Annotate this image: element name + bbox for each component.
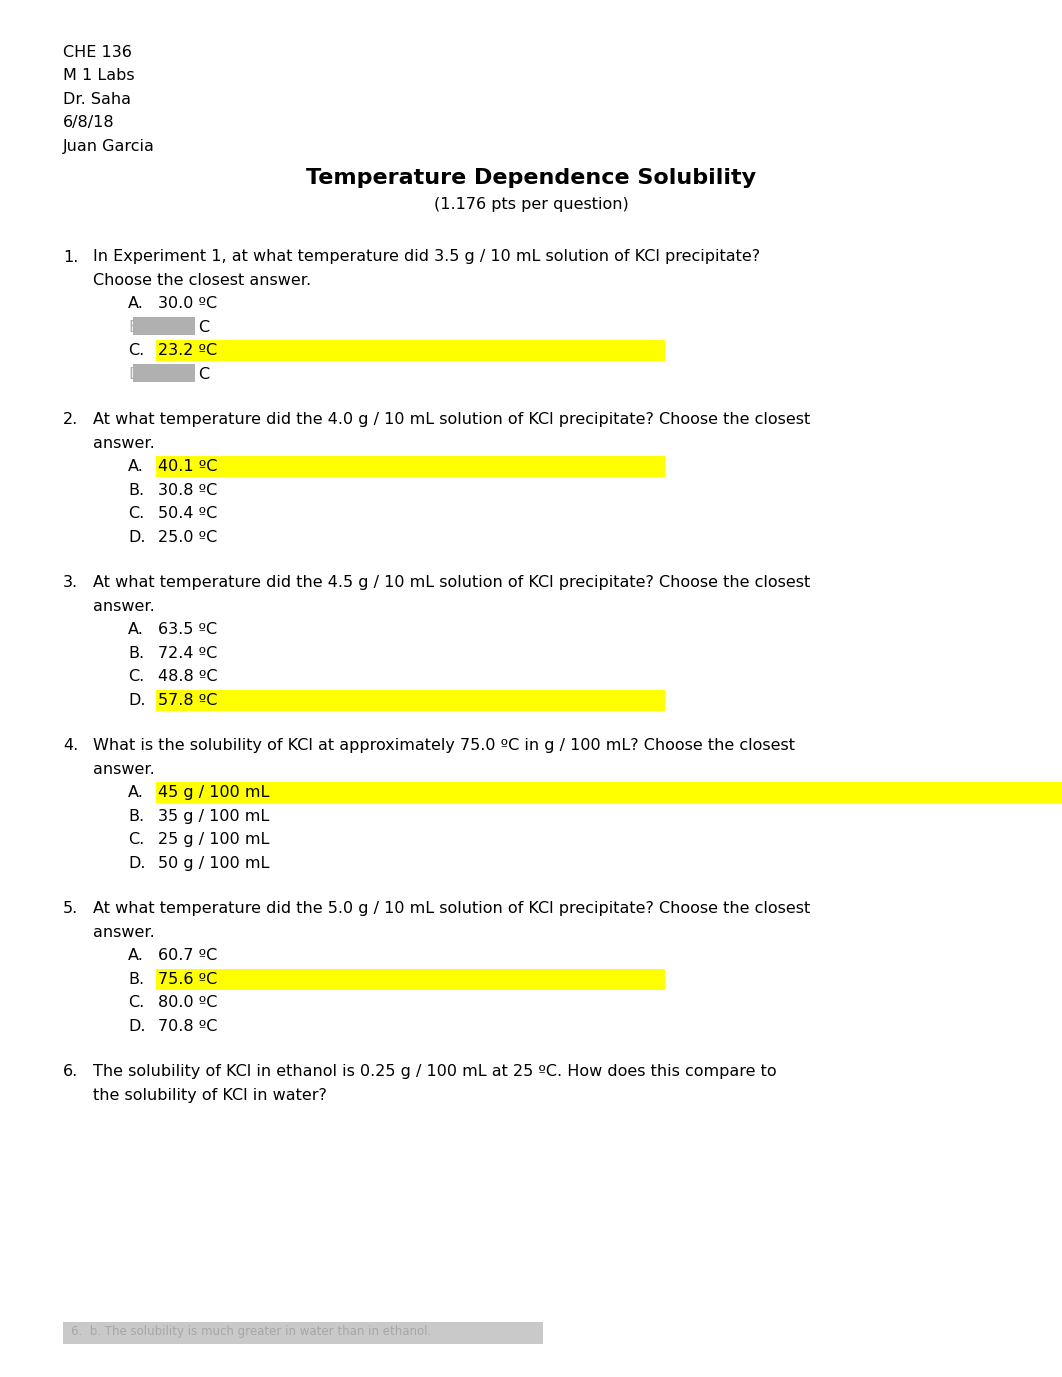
Text: 57.8 ºC: 57.8 ºC — [158, 693, 218, 708]
Text: answer.: answer. — [93, 925, 155, 940]
Text: answer.: answer. — [93, 599, 155, 614]
Text: B.: B. — [129, 972, 144, 987]
Text: 6.  b. The solubility is much greater in water than in ethanol.: 6. b. The solubility is much greater in … — [71, 1326, 431, 1338]
Text: C.: C. — [129, 343, 144, 358]
Text: A.: A. — [129, 785, 143, 800]
Text: 40.1 ºC: 40.1 ºC — [158, 460, 218, 475]
Text: A.: A. — [129, 460, 143, 475]
Text: A.: A. — [129, 949, 143, 964]
Bar — [133, 317, 195, 336]
Text: D.: D. — [129, 530, 145, 545]
Text: 1.: 1. — [63, 249, 79, 264]
Text: C.: C. — [129, 507, 144, 522]
Text: 45 g / 100 mL: 45 g / 100 mL — [158, 785, 270, 800]
Text: 75.6 ºC: 75.6 ºC — [158, 972, 218, 987]
Text: Choose the closest answer.: Choose the closest answer. — [93, 273, 311, 288]
Text: B.: B. — [129, 483, 144, 498]
Text: C.: C. — [129, 833, 144, 847]
Text: 60.7 ºC: 60.7 ºC — [158, 949, 218, 964]
Text: 30.0 ºC: 30.0 ºC — [158, 296, 217, 311]
Text: M 1 Labs: M 1 Labs — [63, 69, 135, 84]
Text: 50.4 ºC: 50.4 ºC — [158, 507, 218, 522]
Text: 48.8 ºC: 48.8 ºC — [158, 669, 218, 684]
Bar — [156, 457, 665, 478]
Text: Dr. Saha: Dr. Saha — [63, 92, 131, 107]
Text: In Experiment 1, at what temperature did 3.5 g / 10 mL solution of KCl precipita: In Experiment 1, at what temperature did… — [93, 249, 760, 264]
Text: C: C — [198, 319, 209, 335]
Text: 50 g / 100 mL: 50 g / 100 mL — [158, 856, 270, 872]
Bar — [156, 690, 665, 711]
Text: C.: C. — [129, 669, 144, 684]
Text: D.: D. — [129, 856, 145, 872]
Text: the solubility of KCl in water?: the solubility of KCl in water? — [93, 1088, 327, 1103]
Text: D.: D. — [129, 693, 145, 708]
Text: D.: D. — [129, 368, 145, 381]
Text: B.: B. — [129, 646, 144, 661]
Text: 25.0 ºC: 25.0 ºC — [158, 530, 218, 545]
Text: answer.: answer. — [93, 437, 155, 452]
Text: 30.8 ºC: 30.8 ºC — [158, 483, 218, 498]
Text: B.: B. — [129, 319, 144, 335]
Bar — [156, 782, 1062, 803]
Text: 2.: 2. — [63, 413, 79, 427]
Text: The solubility of KCl in ethanol is 0.25 g / 100 mL at 25 ºC. How does this comp: The solubility of KCl in ethanol is 0.25… — [93, 1064, 776, 1080]
Text: answer.: answer. — [93, 761, 155, 777]
Text: CHE 136: CHE 136 — [63, 45, 132, 61]
Text: A.: A. — [129, 296, 143, 311]
Text: C: C — [198, 368, 209, 381]
Text: What is the solubility of KCl at approximately 75.0 ºC in g / 100 mL? Choose the: What is the solubility of KCl at approxi… — [93, 738, 795, 753]
Text: 63.5 ºC: 63.5 ºC — [158, 622, 217, 638]
Text: (1.176 pts per question): (1.176 pts per question) — [433, 197, 629, 212]
Text: 4.: 4. — [63, 738, 79, 753]
Text: 80.0 ºC: 80.0 ºC — [158, 996, 218, 1011]
Text: 25 g / 100 mL: 25 g / 100 mL — [158, 833, 270, 847]
Text: Temperature Dependence Solubility: Temperature Dependence Solubility — [306, 168, 756, 189]
Text: B.: B. — [129, 810, 144, 823]
Text: 70.8 ºC: 70.8 ºC — [158, 1019, 218, 1034]
Text: 6.: 6. — [63, 1064, 79, 1080]
Text: 6/8/18: 6/8/18 — [63, 116, 115, 131]
Text: A.: A. — [129, 622, 143, 638]
Text: At what temperature did the 4.0 g / 10 mL solution of KCl precipitate? Choose th: At what temperature did the 4.0 g / 10 m… — [93, 413, 810, 427]
Bar — [156, 969, 665, 990]
Bar — [133, 364, 195, 383]
Text: D.: D. — [129, 1019, 145, 1034]
Bar — [63, 1322, 543, 1344]
Text: C.: C. — [129, 996, 144, 1011]
Text: Juan Garcia: Juan Garcia — [63, 139, 155, 154]
Text: 5.: 5. — [63, 902, 79, 917]
Text: 3.: 3. — [63, 576, 79, 591]
Text: At what temperature did the 5.0 g / 10 mL solution of KCl precipitate? Choose th: At what temperature did the 5.0 g / 10 m… — [93, 902, 810, 917]
Text: At what temperature did the 4.5 g / 10 mL solution of KCl precipitate? Choose th: At what temperature did the 4.5 g / 10 m… — [93, 576, 810, 591]
Text: 72.4 ºC: 72.4 ºC — [158, 646, 218, 661]
Text: 23.2 ºC: 23.2 ºC — [158, 343, 217, 358]
Bar — [156, 340, 665, 361]
Text: 35 g / 100 mL: 35 g / 100 mL — [158, 810, 270, 823]
